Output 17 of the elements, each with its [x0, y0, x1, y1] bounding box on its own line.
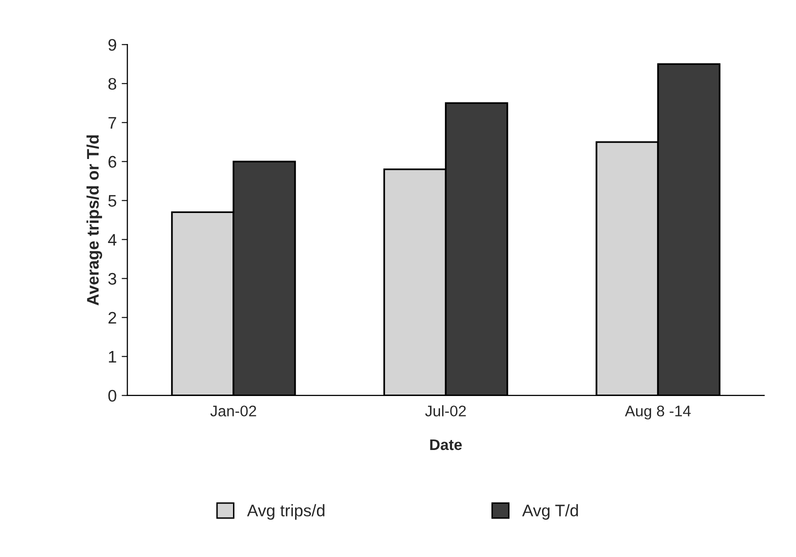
legend-label: Avg trips/d — [247, 504, 324, 520]
y-tick-label: 0 — [108, 390, 116, 402]
y-tick-label: 1 — [108, 351, 116, 363]
y-tick-label: 6 — [108, 156, 116, 168]
y-tick-label: 2 — [108, 312, 116, 324]
y-axis-title: Average trips/d or T/d — [86, 135, 102, 306]
legend-label: Avg T/d — [522, 504, 578, 520]
y-tick-label: 3 — [108, 272, 116, 285]
y-tick-label: 4 — [108, 234, 116, 246]
y-tick-label: 7 — [108, 117, 116, 129]
x-tick-label: Jan-02 — [210, 406, 256, 416]
y-tick-label: 5 — [108, 195, 116, 207]
x-tick-label: Aug 8 -14 — [624, 406, 691, 420]
x-axis-title: Date — [430, 439, 462, 450]
y-tick-label: 8 — [108, 78, 116, 90]
x-tick-label: Jul-02 — [425, 405, 466, 416]
y-tick-label: 9 — [108, 38, 116, 51]
